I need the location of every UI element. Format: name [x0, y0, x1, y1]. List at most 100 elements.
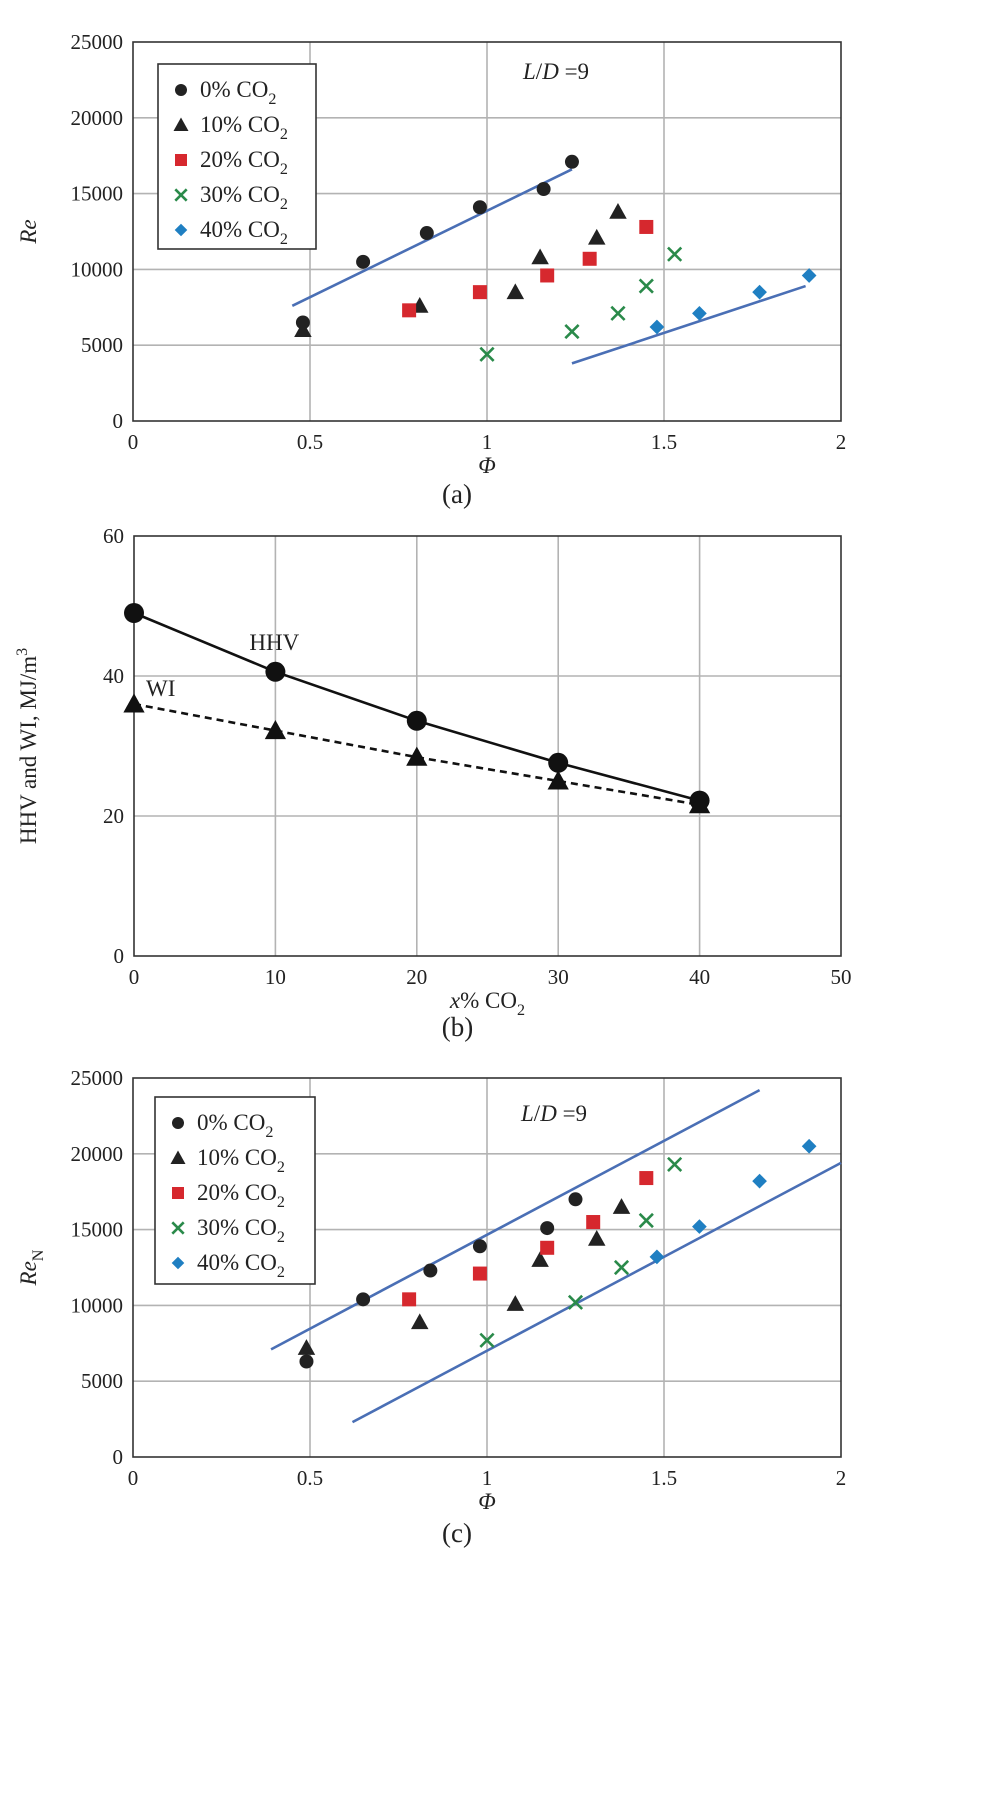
- data-point: [587, 1229, 606, 1246]
- y-tick-label: 20: [103, 804, 124, 828]
- data-point: [692, 1219, 707, 1234]
- data-point: [423, 1263, 438, 1278]
- data-point: [609, 203, 627, 219]
- series-3: [479, 1156, 683, 1348]
- x-tick-label: 0: [129, 965, 140, 989]
- data-point: [547, 770, 569, 790]
- data-point: [801, 268, 817, 283]
- data-point: [419, 226, 434, 241]
- chart-c: 0 0.5 1 1.5 2 0 5000 10000 15000 20000 25000 Φ ReN (c…: [16, 1066, 846, 1548]
- y-tick-label: 40: [103, 664, 124, 688]
- data-point: [123, 693, 145, 713]
- y-tick-label: 0: [113, 1445, 124, 1469]
- legend: 0% CO2 10% CO2 20% CO2 30% CO2 40% CO2: [154, 1096, 316, 1285]
- x-tick-label: 10: [265, 965, 286, 989]
- data-point: [752, 1173, 767, 1189]
- data-point: [472, 1266, 487, 1281]
- x-tick-label: 40: [689, 965, 710, 989]
- x-tick-label: 0: [128, 430, 139, 454]
- data-point: [649, 1249, 665, 1265]
- data-point: [587, 228, 606, 245]
- data-point: [294, 321, 312, 338]
- data-point: [667, 1156, 683, 1172]
- y-axis-label: ReN: [16, 1249, 47, 1286]
- fit-line: [351, 1161, 842, 1424]
- data-point: [564, 154, 579, 169]
- legend-marker: [170, 1150, 186, 1164]
- x-axis-label: x% CO2: [449, 988, 525, 1019]
- data-point: [410, 1313, 429, 1330]
- x-tick-label: 1.5: [651, 1466, 677, 1490]
- legend-marker: [172, 1117, 184, 1129]
- y-tick-label: 5000: [81, 333, 123, 357]
- x-tick-label: 1: [482, 430, 493, 454]
- annotation: L/D =9: [520, 1101, 587, 1126]
- x-axis-label: Φ: [478, 453, 496, 478]
- data-point: [801, 1138, 817, 1154]
- data-point: [610, 305, 626, 321]
- series-2: [402, 1171, 654, 1307]
- series-4: [649, 1138, 817, 1265]
- legend: 0% CO2 10% CO2 20% CO2 30% CO2 40% CO2: [157, 63, 317, 250]
- series-3: [479, 246, 683, 362]
- legend-label: 10% CO2: [200, 112, 288, 143]
- data-point: [356, 1292, 371, 1307]
- legend-label: 10% CO2: [197, 1145, 285, 1176]
- y-tick-label: 5000: [81, 1369, 123, 1393]
- legend-label: 20% CO2: [197, 1180, 285, 1211]
- legend-marker: [175, 154, 187, 166]
- data-point: [567, 1294, 584, 1310]
- legend-label: 0% CO2: [200, 77, 276, 108]
- fit-line: [571, 284, 807, 365]
- data-point: [506, 1295, 525, 1311]
- plot-frame: [132, 1077, 842, 1458]
- y-tick-label: 25000: [71, 1066, 124, 1090]
- series-0: [295, 154, 579, 330]
- data-point: [692, 306, 707, 321]
- legend-marker: [175, 84, 187, 96]
- x-tick-label: 30: [548, 965, 569, 989]
- y-tick-label: 15000: [71, 1218, 124, 1242]
- legend-marker: [173, 117, 189, 131]
- legend-label: 30% CO2: [197, 1215, 285, 1246]
- data-point: [548, 752, 569, 773]
- y-tick-label: 0: [114, 944, 125, 968]
- y-tick-label: 10000: [71, 257, 124, 281]
- y-tick-label: 20000: [71, 106, 124, 130]
- series-label-hhv: HHV: [249, 630, 299, 655]
- y-tick-label: 25000: [71, 30, 124, 54]
- data-point: [613, 1259, 630, 1276]
- data-point: [568, 1192, 583, 1207]
- x-tick-label: 0: [128, 1466, 139, 1490]
- x-tick-label: 1: [482, 1466, 493, 1490]
- data-point: [638, 1212, 654, 1229]
- data-point: [402, 303, 417, 318]
- data-point: [472, 200, 487, 215]
- legend-label: 30% CO2: [200, 182, 288, 213]
- series-0: [299, 1192, 583, 1369]
- subplot-caption: (b): [442, 1012, 473, 1042]
- y-axis-label: Re: [16, 219, 41, 244]
- y-axis-label: HHV and WI, MJ/m3: [14, 648, 41, 844]
- data-point: [586, 1215, 601, 1230]
- y-tick-label: 20000: [71, 1142, 124, 1166]
- legend-marker: [174, 188, 188, 202]
- data-point: [265, 661, 286, 682]
- fit-line: [270, 1088, 761, 1351]
- data-point: [402, 1292, 417, 1307]
- data-point: [540, 268, 555, 283]
- chart-b: 0 10 20 30 40 50 0 20 40 60 x% CO2 HHV and WI, MJ/m…: [14, 524, 852, 1042]
- x-tick-label: 2: [836, 430, 847, 454]
- data-point: [356, 254, 371, 269]
- series-label-wi: WI: [146, 676, 175, 701]
- legend-marker: [174, 223, 188, 237]
- y-tick-label: 10000: [71, 1293, 124, 1317]
- subplot-caption: (c): [442, 1518, 472, 1548]
- legend-marker: [171, 1221, 185, 1235]
- plot-frame: [132, 41, 842, 422]
- x-tick-label: 0.5: [297, 430, 323, 454]
- annotation: L/D =9: [522, 59, 589, 84]
- data-point: [639, 1171, 654, 1186]
- legend-marker: [171, 1256, 185, 1270]
- data-point: [582, 251, 597, 266]
